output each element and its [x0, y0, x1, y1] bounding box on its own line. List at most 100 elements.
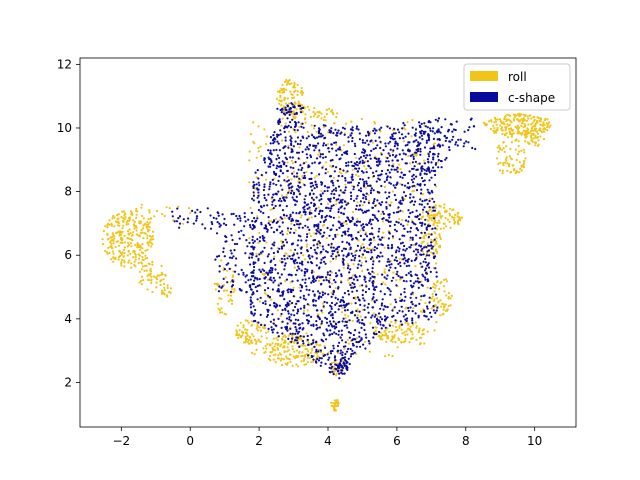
data-point	[281, 139, 284, 142]
data-point	[292, 115, 295, 118]
data-point	[333, 325, 336, 328]
data-point	[379, 316, 382, 319]
data-point	[302, 344, 305, 347]
data-point	[289, 319, 293, 322]
data-point	[300, 286, 303, 289]
data-point	[413, 184, 416, 187]
data-point	[330, 143, 333, 146]
data-point	[246, 334, 249, 337]
data-point	[438, 221, 441, 224]
data-point	[341, 175, 344, 178]
data-point	[278, 304, 281, 307]
data-point	[331, 158, 334, 162]
data-point	[271, 342, 274, 345]
data-point	[224, 276, 227, 279]
data-point	[433, 147, 436, 150]
data-point	[432, 305, 435, 308]
data-point	[253, 279, 256, 282]
data-point	[371, 171, 375, 174]
data-point	[541, 130, 544, 133]
data-point	[345, 366, 348, 370]
data-point	[340, 274, 343, 278]
data-point	[424, 269, 427, 272]
data-point	[352, 296, 355, 300]
data-point	[367, 134, 370, 137]
data-point	[128, 243, 131, 247]
data-point	[389, 303, 392, 306]
data-point	[428, 214, 432, 217]
data-point	[372, 288, 375, 291]
data-point	[285, 193, 288, 196]
data-point	[333, 193, 336, 196]
data-point	[316, 111, 319, 114]
data-point	[401, 332, 404, 335]
data-point	[374, 313, 377, 316]
data-point	[426, 214, 429, 217]
data-point	[501, 121, 504, 124]
data-point	[363, 299, 366, 302]
data-point	[396, 329, 399, 332]
data-point	[365, 182, 368, 185]
data-point	[298, 212, 301, 215]
data-point	[332, 289, 335, 293]
data-point	[129, 216, 132, 219]
data-point	[320, 202, 323, 206]
data-point	[409, 325, 412, 328]
data-point	[520, 169, 523, 172]
data-point	[348, 243, 351, 246]
data-point	[344, 304, 348, 307]
data-point	[422, 240, 425, 243]
data-point	[195, 215, 199, 218]
data-point	[428, 296, 431, 299]
data-point	[365, 260, 368, 263]
data-point	[417, 314, 420, 317]
data-point	[389, 266, 392, 269]
data-point	[328, 150, 331, 153]
data-point	[338, 245, 341, 248]
data-point	[144, 222, 147, 225]
data-point	[249, 263, 252, 266]
data-point	[334, 401, 337, 405]
data-point	[372, 275, 376, 279]
data-point	[250, 320, 253, 323]
data-point	[248, 335, 251, 338]
data-point	[216, 255, 219, 258]
data-point	[307, 343, 310, 346]
data-point	[292, 96, 295, 99]
data-point	[298, 267, 301, 270]
data-point	[351, 178, 354, 181]
data-point	[273, 244, 276, 247]
data-point	[257, 150, 260, 153]
data-point	[419, 192, 423, 195]
data-point	[300, 269, 303, 272]
data-point	[506, 119, 509, 122]
data-point	[335, 332, 338, 335]
data-point	[101, 238, 104, 241]
data-point	[214, 288, 217, 291]
data-point	[309, 154, 312, 157]
data-point	[364, 333, 367, 336]
data-point	[249, 278, 252, 281]
data-point	[495, 123, 498, 126]
data-point	[322, 142, 325, 145]
data-point	[377, 322, 380, 325]
data-point	[336, 247, 339, 250]
data-point	[314, 299, 317, 302]
data-point	[300, 214, 303, 217]
data-point	[373, 132, 376, 135]
data-point	[124, 241, 127, 244]
data-point	[404, 219, 408, 222]
data-point	[541, 123, 544, 127]
data-point	[411, 323, 415, 326]
data-point	[335, 115, 338, 119]
x-tick-label: 2	[255, 434, 263, 448]
data-point	[356, 266, 359, 269]
data-point	[278, 91, 281, 94]
data-point	[443, 222, 446, 225]
data-point	[407, 220, 410, 223]
data-point	[388, 164, 391, 167]
data-point	[402, 279, 405, 282]
data-point	[286, 329, 289, 332]
data-point	[239, 219, 242, 222]
data-point	[313, 161, 316, 164]
